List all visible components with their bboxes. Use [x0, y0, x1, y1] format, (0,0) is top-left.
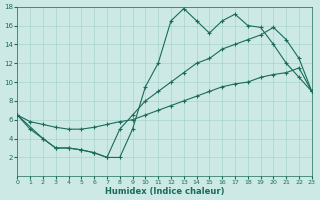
- X-axis label: Humidex (Indice chaleur): Humidex (Indice chaleur): [105, 187, 224, 196]
